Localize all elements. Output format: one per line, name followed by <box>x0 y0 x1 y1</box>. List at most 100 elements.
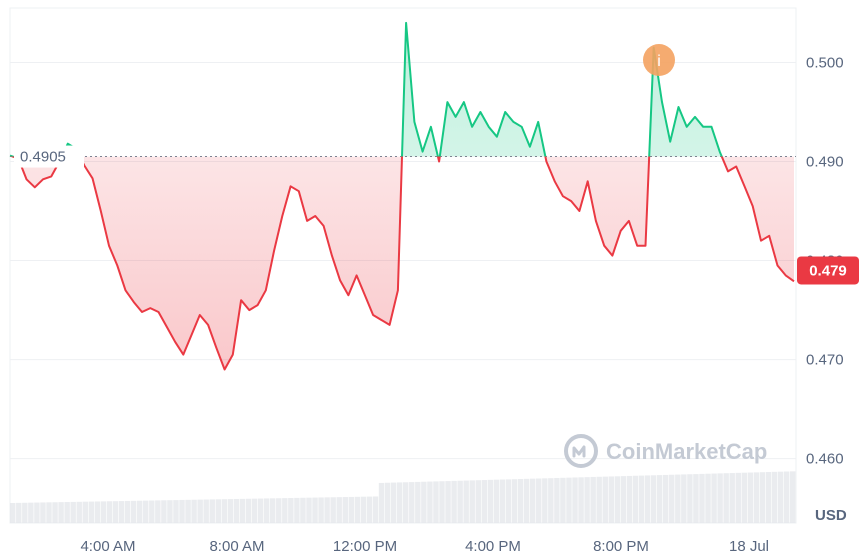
x-tick-label: 18 Jul <box>729 538 769 555</box>
volume-bar <box>390 482 397 523</box>
volume-bar <box>124 500 131 523</box>
volume-bar <box>554 477 560 523</box>
volume-bar <box>239 498 246 523</box>
volume-bar <box>789 471 796 523</box>
volume-bar <box>705 473 711 523</box>
volume-bar <box>167 500 173 523</box>
volume-bar <box>687 474 693 523</box>
volume-bar <box>747 472 754 523</box>
x-tick-label: 8:00 AM <box>209 538 264 555</box>
volume-bar <box>523 478 530 523</box>
volume-bar <box>469 480 475 523</box>
volume-bar <box>771 471 778 523</box>
volume-bar <box>360 496 367 523</box>
volume-bar <box>342 497 348 523</box>
volume-bar <box>16 502 22 523</box>
price-line-down <box>9 156 795 371</box>
volume-bar <box>493 479 500 523</box>
volume-bar <box>28 502 34 523</box>
volume-bar <box>288 498 294 523</box>
volume-bar <box>82 501 88 523</box>
volume-bar <box>22 502 28 523</box>
volume-bar <box>76 501 82 523</box>
volume-bar <box>34 502 40 523</box>
volume-bar <box>306 497 312 523</box>
volume-bar <box>505 479 512 523</box>
annotation-marker[interactable]: i <box>643 44 675 76</box>
volume-bar <box>717 473 723 523</box>
volume-bar <box>354 496 361 523</box>
volume-bar <box>245 498 252 523</box>
current-price-value: 0.479 <box>809 262 847 279</box>
volume-bar <box>269 498 276 523</box>
y-tick-label: 0.460 <box>806 451 844 468</box>
info-icon[interactable] <box>643 44 675 76</box>
volume-bar <box>276 498 282 523</box>
y-tick-label: 0.470 <box>806 352 844 369</box>
volume-bar <box>499 479 506 523</box>
volume-bar <box>584 477 590 523</box>
volume-bar <box>40 502 46 523</box>
volume-bar <box>366 496 373 523</box>
coinmarketcap-logo-icon <box>564 434 598 468</box>
volume-bar <box>372 496 379 523</box>
x-tick-label: 4:00 PM <box>465 538 521 555</box>
volume-bar <box>348 496 355 523</box>
volume-bar <box>215 499 222 523</box>
volume-bar <box>100 501 107 523</box>
volume-bar <box>693 474 699 523</box>
volume-bar <box>136 500 143 523</box>
volume-bar <box>282 498 288 523</box>
volume-bar <box>572 477 578 523</box>
volume-bar <box>70 501 76 523</box>
volume-bar <box>542 478 548 523</box>
volume-bar <box>64 502 70 523</box>
volume-bar <box>112 501 119 523</box>
volume-bar <box>203 499 209 523</box>
price-line-up <box>9 21 723 157</box>
volume-bar <box>233 498 240 523</box>
volume-bar <box>529 478 536 523</box>
volume-bar <box>173 500 179 523</box>
volume-bar <box>415 481 421 523</box>
currency-unit: USD <box>815 507 847 524</box>
volume-bar <box>777 471 784 523</box>
reference-value: 0.4905 <box>20 149 66 166</box>
x-tick-label: 8:00 PM <box>593 538 649 555</box>
volume-bar <box>251 498 258 523</box>
volume-bar <box>58 502 64 523</box>
volume-bar <box>638 475 645 523</box>
volume-bar <box>197 499 203 523</box>
volume-bar <box>669 474 675 523</box>
volume-bar <box>741 472 748 523</box>
volume-bar <box>106 501 113 523</box>
current-price-background <box>797 256 859 285</box>
volume-bar <box>626 475 633 523</box>
volume-bar <box>614 476 621 523</box>
volume-bar <box>330 497 336 523</box>
volume-bar <box>294 497 300 523</box>
area-below-reference <box>10 156 794 370</box>
volume-bar <box>409 482 415 523</box>
volume-bar <box>439 481 445 523</box>
volume-bar <box>209 499 215 523</box>
volume-bar <box>602 476 608 523</box>
reference-label-background <box>14 145 84 168</box>
volume-bar <box>118 501 125 523</box>
volume-bar <box>384 482 391 523</box>
volume-bar <box>427 481 433 523</box>
volume-bar <box>52 502 58 523</box>
volume-bar <box>318 497 324 523</box>
volume-bar <box>378 482 385 523</box>
volume-bar <box>463 480 469 523</box>
volume-bar <box>632 475 639 523</box>
volume-bar <box>433 481 439 523</box>
volume-bar <box>735 472 741 523</box>
reference-label: 0.4905 <box>14 145 84 168</box>
volume-bar <box>608 476 615 523</box>
volume-bar <box>566 477 572 523</box>
volume-bar <box>590 476 596 523</box>
volume-bar <box>403 482 409 523</box>
volume-bars <box>10 471 796 523</box>
